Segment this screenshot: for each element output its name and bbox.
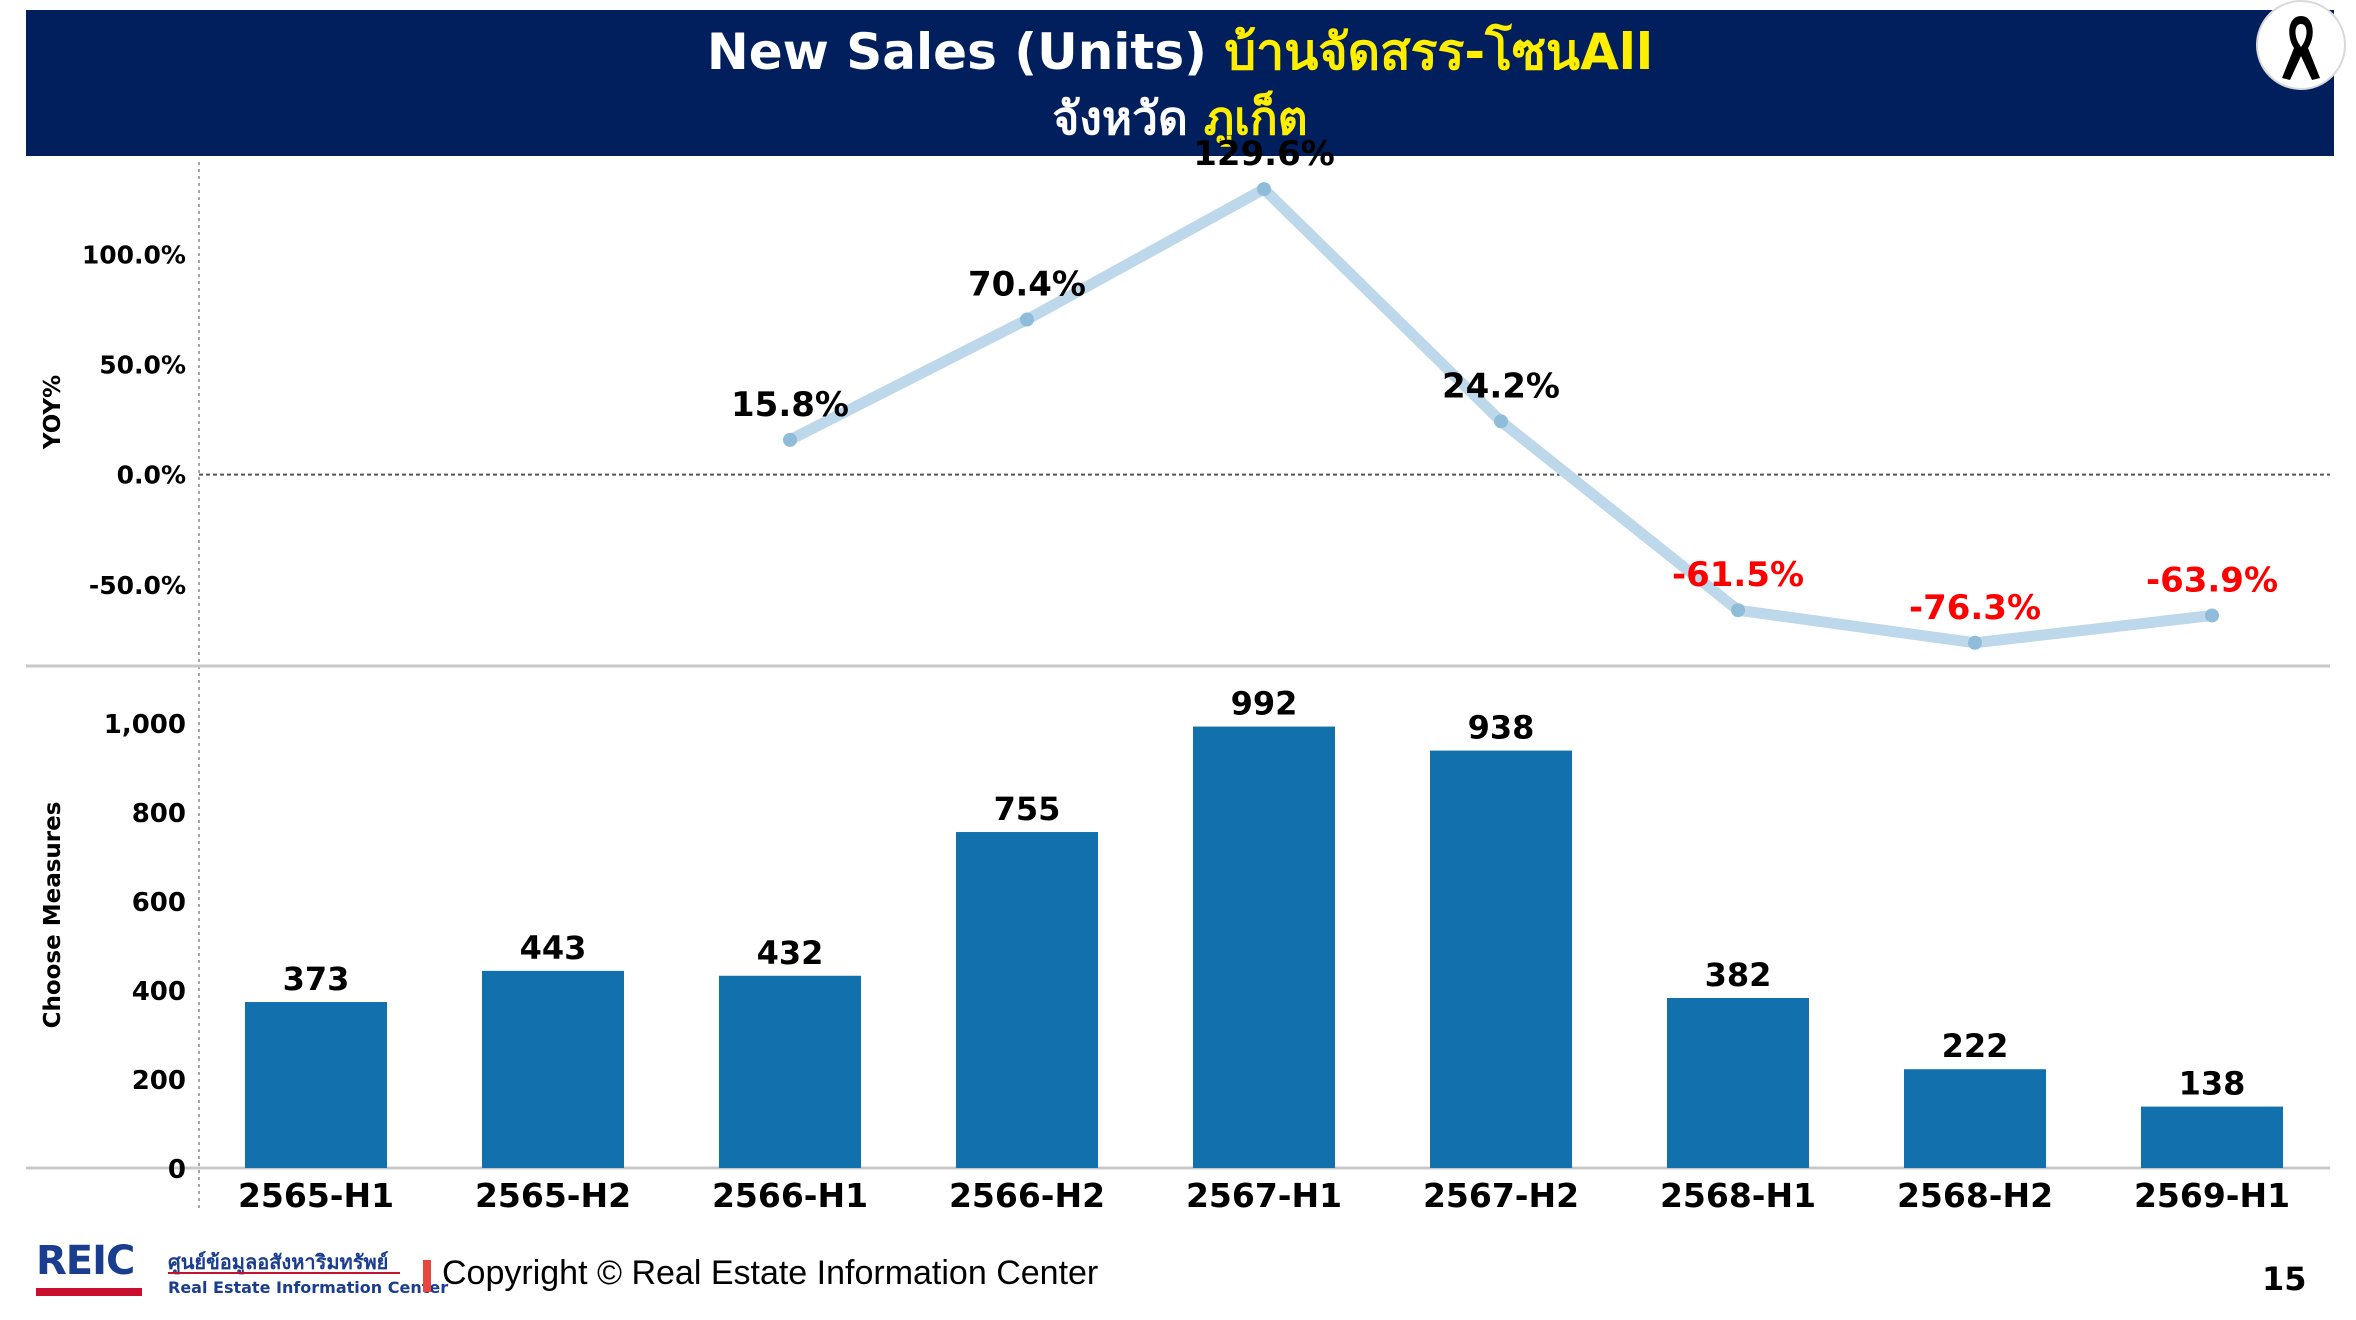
chart-subtitle: จังหวัด ภูเก็ต — [26, 90, 2334, 146]
yoy-point — [1020, 312, 1034, 327]
bar-data-label: 373 — [283, 960, 350, 998]
title-zone: All — [1580, 23, 1654, 81]
chart-title: New Sales (Units) บ้านจัดสรร-โซนAll — [26, 22, 2334, 82]
bar-tick-label: 1,000 — [104, 710, 186, 740]
mourning-ribbon-icon — [2256, 0, 2346, 90]
x-tick-label: 2568-H1 — [1660, 1176, 1816, 1215]
bar-data-label: 443 — [520, 929, 587, 967]
logo-thai-name: ศูนย์ข้อมูลอสังหาริมทรัพย์ — [168, 1250, 389, 1274]
bar-data-label: 992 — [1231, 685, 1298, 723]
yoy-point — [1968, 635, 1982, 650]
yoy-line-chart: -50.0% 0.0% 50.0% 100.0% YOY% 15.8% 70.4% 129.6… — [40, 134, 2278, 650]
bar-tick-label: 800 — [132, 799, 186, 829]
yoy-tick-label: -50.0% — [89, 571, 186, 600]
yoy-point — [783, 432, 797, 447]
bar — [719, 975, 861, 1168]
logo-divider — [168, 1272, 400, 1274]
x-tick-label: 2565-H1 — [238, 1176, 394, 1215]
yoy-point — [1494, 414, 1508, 429]
bar-data-label: 382 — [1705, 956, 1772, 994]
x-tick-label: 2567-H2 — [1423, 1176, 1579, 1215]
x-tick-label: 2565-H2 — [475, 1176, 631, 1215]
yoy-axis-label: YOY% — [40, 375, 66, 450]
bar-data-label: 938 — [1468, 709, 1535, 747]
bar — [1667, 998, 1809, 1168]
copyright-accent — [423, 1260, 431, 1292]
yoy-data-label: 70.4% — [968, 265, 1086, 305]
bar-tick-label: 600 — [132, 888, 186, 918]
province-name: ภูเก็ต — [1203, 91, 1308, 145]
bar — [956, 832, 1098, 1168]
bar-data-label: 138 — [2179, 1065, 2246, 1103]
x-tick-label: 2567-H1 — [1186, 1176, 1342, 1215]
bar-axis-label: Choose Measures — [40, 802, 66, 1029]
title-banner: New Sales (Units) บ้านจัดสรร-โซนAll จังห… — [26, 10, 2334, 156]
yoy-data-label: -63.9% — [2146, 560, 2278, 600]
yoy-data-label: 129.6% — [1193, 134, 1335, 174]
bar — [245, 1002, 387, 1168]
reic-logo: REIC — [36, 1238, 135, 1284]
logo-english-name: Real Estate Information Center — [168, 1278, 449, 1297]
yoy-data-label: -76.3% — [1909, 588, 2041, 628]
yoy-point — [1257, 182, 1271, 197]
yoy-point — [2205, 608, 2219, 623]
yoy-tick-label: 50.0% — [99, 351, 186, 380]
bar — [2141, 1106, 2283, 1168]
title-thai: บ้านจัดสรร-โซน — [1224, 23, 1581, 81]
bar — [1904, 1069, 2046, 1168]
bar-data-label: 222 — [1942, 1027, 2009, 1065]
bar-tick-label: 400 — [132, 977, 186, 1007]
x-axis: 2565-H1 2565-H2 2566-H1 2566-H2 2567-H1 2567-… — [238, 1176, 2290, 1215]
bar-tick-label: 0 — [168, 1155, 186, 1185]
bar-chart: 0 200 400 600 800 1,000 Choose Measures 373 443 4… — [40, 685, 2283, 1185]
copyright-text: Copyright © Real Estate Information Cent… — [442, 1254, 1099, 1292]
province-label: จังหวัด — [1052, 91, 1204, 145]
x-tick-label: 2569-H1 — [2134, 1176, 2290, 1215]
title-english: New Sales (Units) — [706, 23, 1225, 81]
x-tick-label: 2566-H1 — [712, 1176, 868, 1215]
yoy-data-label: 24.2% — [1442, 366, 1560, 406]
yoy-data-label: -61.5% — [1672, 555, 1804, 595]
yoy-data-label: 15.8% — [731, 385, 849, 425]
bar-data-label: 755 — [994, 790, 1061, 828]
bar-tick-label: 200 — [132, 1066, 186, 1096]
yoy-tick-label: 0.0% — [117, 461, 186, 490]
logo-underline — [36, 1288, 142, 1296]
yoy-tick-label: 100.0% — [82, 240, 186, 269]
bar-data-label: 432 — [757, 934, 824, 972]
x-tick-label: 2566-H2 — [949, 1176, 1105, 1215]
bar — [1193, 726, 1335, 1168]
yoy-point — [1731, 603, 1745, 618]
x-tick-label: 2568-H2 — [1897, 1176, 2053, 1215]
bar — [1430, 750, 1572, 1168]
page-number: 15 — [2262, 1260, 2307, 1298]
bar — [482, 970, 624, 1168]
